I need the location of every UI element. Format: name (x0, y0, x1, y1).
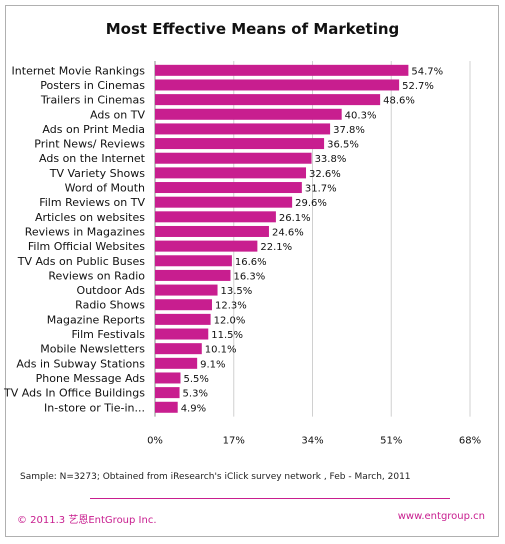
category-label: Film Reviews on TV (39, 196, 145, 209)
gridlines (154, 61, 471, 417)
value-label: 33.8% (315, 154, 347, 165)
bar (155, 225, 269, 237)
category-label: Internet Movie Rankings (12, 64, 146, 77)
value-label: 5.3% (183, 389, 208, 400)
bar (155, 401, 178, 413)
value-label: 52.7% (402, 81, 434, 92)
value-label: 48.6% (383, 96, 415, 107)
category-label: Ads in Subway Stations (16, 357, 145, 370)
value-label: 29.6% (295, 198, 327, 209)
value-label: 32.6% (309, 169, 341, 180)
category-label: Ads on TV (90, 108, 145, 121)
category-label: TV Variety Shows (49, 167, 145, 180)
value-label: 40.3% (345, 110, 377, 121)
value-label: 36.5% (327, 140, 359, 151)
bar (155, 284, 218, 296)
bar (155, 123, 331, 135)
value-label: 16.6% (235, 257, 267, 268)
bar (155, 240, 258, 252)
bar (155, 152, 312, 164)
x-tick-label: 34% (301, 436, 323, 447)
copyright-text: © 2011.3 艺恩EntGroup Inc. (17, 515, 157, 526)
labels: Internet Movie Rankings 54.7% Posters in C… (3, 64, 443, 414)
category-label: Outdoor Ads (77, 284, 146, 297)
value-label: 12.0% (214, 315, 246, 326)
x-tick-label: 68% (459, 436, 481, 447)
bar (155, 211, 276, 223)
category-label: Word of Mouth (65, 182, 145, 195)
x-tick-label: 0% (147, 436, 163, 447)
value-label: 26.1% (279, 213, 311, 224)
x-tick-label: 51% (380, 436, 402, 447)
chart-title: Most Effective Means of Marketing (105, 20, 400, 38)
x-axis-ticks: 0% 17% 34% 51% 68% (147, 436, 481, 447)
category-label: Mobile Newsletters (40, 343, 145, 356)
bar (155, 299, 212, 311)
x-tick-label: 17% (223, 436, 245, 447)
value-label: 9.1% (200, 359, 225, 370)
bar (155, 94, 381, 106)
category-label: Ads on the Internet (39, 152, 146, 165)
bar (155, 387, 180, 399)
category-label: Radio Shows (75, 299, 145, 312)
bar (155, 372, 181, 384)
category-label: Film Festivals (72, 328, 146, 341)
bar (155, 64, 409, 76)
value-label: 16.3% (234, 271, 266, 282)
value-label: 4.9% (181, 403, 206, 414)
category-label: TV Ads In Office Buildings (3, 387, 145, 400)
website-link[interactable]: www.entgroup.cn (397, 511, 485, 522)
value-label: 37.8% (333, 125, 365, 136)
value-label: 54.7% (411, 66, 443, 77)
bar (155, 269, 231, 281)
category-label: Articles on websites (35, 211, 145, 224)
category-label: Ads on Print Media (42, 123, 145, 136)
bar (155, 313, 211, 325)
category-label: Reviews on Radio (48, 269, 145, 282)
value-label: 22.1% (260, 242, 292, 253)
bar (155, 196, 293, 208)
value-label: 11.5% (211, 330, 243, 341)
value-label: 12.3% (215, 301, 247, 312)
bar (155, 357, 198, 369)
value-label: 24.6% (272, 227, 304, 238)
category-label: Magazine Reports (47, 313, 145, 326)
category-label: Reviews in Magazines (25, 225, 146, 238)
category-label: Posters in Cinemas (40, 79, 145, 92)
bar (155, 108, 342, 120)
value-label: 13.5% (221, 286, 253, 297)
bars (155, 64, 409, 413)
bar (155, 255, 232, 267)
footer-divider (90, 498, 450, 499)
category-label: Film Official Websites (28, 240, 145, 253)
category-label: TV Ads on Public Buses (17, 255, 146, 268)
bar (155, 343, 202, 355)
chart-frame (5, 5, 499, 537)
category-label: In-store or Tie-in... (44, 401, 145, 414)
bar (155, 138, 325, 150)
sample-note: Sample: N=3273; Obtained from iResearch'… (20, 472, 411, 482)
category-label: Phone Message Ads (36, 372, 146, 385)
value-label: 5.5% (183, 374, 208, 385)
category-label: Trailers in Cinemas (40, 94, 145, 107)
category-label: Print News/ Reviews (34, 138, 145, 151)
value-label: 31.7% (305, 184, 337, 195)
bar (155, 182, 302, 194)
bar (155, 167, 307, 179)
bar (155, 328, 209, 340)
value-label: 10.1% (205, 345, 237, 356)
bar (155, 79, 400, 91)
